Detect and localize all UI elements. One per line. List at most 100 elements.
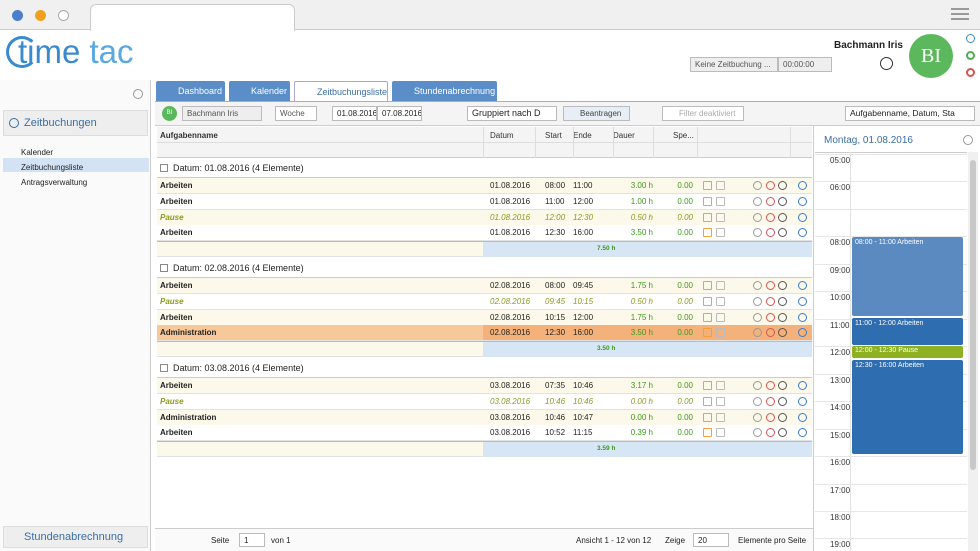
cell: 01.08.2016: [490, 212, 531, 222]
cell: 0.00: [677, 396, 693, 406]
sidebar: Zeitbuchungen Kalender Zeitbuchungsliste…: [0, 80, 151, 551]
sidebar-title: Zeitbuchungen: [24, 117, 97, 129]
table-row[interactable]: Arbeiten 02.08.2016 10:15 12:00 1.75 h 0.00: [157, 309, 812, 326]
row-icon: [703, 381, 712, 390]
cell: 12:30: [573, 212, 594, 222]
page-input[interactable]: 1: [239, 533, 265, 547]
table-row[interactable]: Arbeiten 03.08.2016 10:52 11:15 0.39 h 0.00: [157, 425, 812, 442]
page-count: von 1: [271, 536, 291, 545]
cell: 02.08.2016: [490, 312, 531, 322]
column-header: Dauer: [613, 131, 635, 140]
table-row[interactable]: Administration 02.08.2016 12:30 16:00 3.50 h…: [157, 325, 812, 342]
date-to[interactable]: 07.08.2016: [377, 106, 422, 121]
pagination: [155, 528, 815, 551]
tab[interactable]: Stundenabrechnung: [392, 81, 497, 101]
row-icon: [753, 212, 762, 222]
cell: 03.08.2016: [490, 428, 531, 438]
row-icon: [753, 281, 762, 290]
table-row[interactable]: Arbeiten 01.08.2016 08:00 11:00 3.00 h 0.00: [157, 178, 812, 194]
filter-field[interactable]: Filter deaktiviert: [662, 106, 744, 121]
per-page-label: Elemente pro Seite: [738, 536, 807, 545]
summary-band: [483, 242, 812, 257]
page-label: Seite: [211, 536, 230, 545]
sort-select[interactable]: Aufgabenname, Datum, Sta: [845, 106, 975, 121]
table-row[interactable]: Pause 02.08.2016 09:45 10:15 0.50 h 0.00: [157, 293, 812, 310]
date-from[interactable]: 01.08.2016: [332, 106, 377, 121]
row-icon: [716, 281, 725, 290]
table-row[interactable]: Arbeiten 03.08.2016 07:35 10:46 3.17 h 0.00: [157, 378, 812, 394]
page-info: Ansicht 1 - 12 von 12: [576, 536, 652, 545]
period-select[interactable]: Woche: [275, 106, 317, 121]
hour-label: 18:00: [830, 513, 851, 522]
play-button[interactable]: [880, 57, 893, 70]
cell: 08:00: [545, 281, 566, 290]
cell: 0.50 h: [630, 212, 653, 222]
summary-band: [483, 342, 812, 357]
table-row[interactable]: Pause 03.08.2016 10:46 10:46 0.00 h 0.00: [157, 393, 812, 410]
table-row[interactable]: Administration 03.08.2016 10:46 10:47 0.00 h…: [157, 409, 812, 426]
logo-sub: tac: [89, 33, 134, 70]
page-size-label: Zeige: [665, 536, 686, 545]
row-icon: [778, 381, 787, 390]
cell: Arbeiten: [160, 181, 193, 190]
logo-main: time: [18, 33, 81, 70]
cell: 11:15: [573, 428, 593, 438]
request-button[interactable]: Beantragen: [563, 106, 630, 121]
row-icon: [778, 228, 787, 238]
cell: 0.39 h: [630, 428, 653, 438]
timer-select[interactable]: Keine Zeitbuchung ...: [690, 57, 778, 72]
row-icon: [716, 396, 725, 406]
sidebar-item[interactable]: Zeitbuchungsliste: [21, 163, 84, 172]
group-total: 3.50 h: [597, 345, 616, 352]
hour-line: [815, 181, 967, 182]
hour-label: 12:00: [830, 348, 851, 357]
cell: 1.75 h: [630, 281, 653, 290]
cell: 01.08.2016: [490, 181, 531, 190]
sidebar-footer[interactable]: Stundenabrechnung: [24, 531, 124, 543]
user-select[interactable]: Bachmann Iris: [182, 106, 262, 121]
tab[interactable]: Dashboard: [156, 81, 225, 101]
row-icon: [716, 181, 725, 190]
cell: 02.08.2016: [490, 328, 531, 338]
column-header: Datum: [490, 131, 514, 140]
tab[interactable]: Zeitbuchungsliste: [294, 81, 388, 101]
cell: 12:30: [545, 228, 566, 238]
tab[interactable]: Kalender: [229, 81, 290, 101]
page-size[interactable]: 20: [693, 533, 729, 547]
cell: 0.00: [677, 196, 693, 206]
row-icon: [778, 312, 787, 322]
row-icon: [703, 328, 712, 338]
row-icon: [778, 296, 787, 306]
row-icon: [716, 428, 725, 438]
calendar-event[interactable]: 12:00 - 12:30 Pause: [852, 346, 963, 358]
table-row[interactable]: Arbeiten 02.08.2016 08:00 09:45 1.75 h 0.00: [157, 278, 812, 294]
row-icon: [766, 328, 775, 338]
expand-icon: [160, 264, 168, 272]
calendar-event[interactable]: 11:00 - 12:00 Arbeiten: [852, 318, 963, 345]
cell: 03.08.2016: [490, 412, 531, 422]
cell: 10:46: [573, 396, 594, 406]
sidebar-item[interactable]: Kalender: [21, 148, 54, 157]
cell: 3.17 h: [630, 381, 653, 390]
row-icon: [703, 196, 712, 206]
column-header: Start: [545, 131, 562, 140]
hour-label: 08:00: [830, 238, 851, 247]
row-icon: [798, 212, 807, 222]
table-row[interactable]: Arbeiten 01.08.2016 11:00 12:00 1.00 h 0.00: [157, 193, 812, 210]
group-select[interactable]: Gruppiert nach D: [467, 106, 557, 121]
calendar-event[interactable]: 12:30 - 16:00 Arbeiten: [852, 360, 963, 454]
sidebar-item[interactable]: Antragsverwaltung: [21, 178, 88, 187]
avatar[interactable]: BI: [909, 34, 953, 78]
table-row[interactable]: Arbeiten 01.08.2016 12:30 16:00 3.50 h 0.00: [157, 225, 812, 242]
row-icon: [798, 181, 807, 190]
hour-label: 19:00: [830, 540, 851, 549]
row-icon: [766, 281, 775, 290]
row-icon: [703, 396, 712, 406]
cell: 0.00: [677, 381, 693, 390]
expand-icon: [160, 364, 168, 372]
row-icon: [778, 212, 787, 222]
hour-line: [815, 236, 967, 237]
calendar-event[interactable]: 08:00 - 11:00 Arbeiten: [852, 237, 963, 316]
cell: 0.00: [677, 228, 693, 238]
table-row[interactable]: Pause 01.08.2016 12:00 12:30 0.50 h 0.00: [157, 209, 812, 226]
